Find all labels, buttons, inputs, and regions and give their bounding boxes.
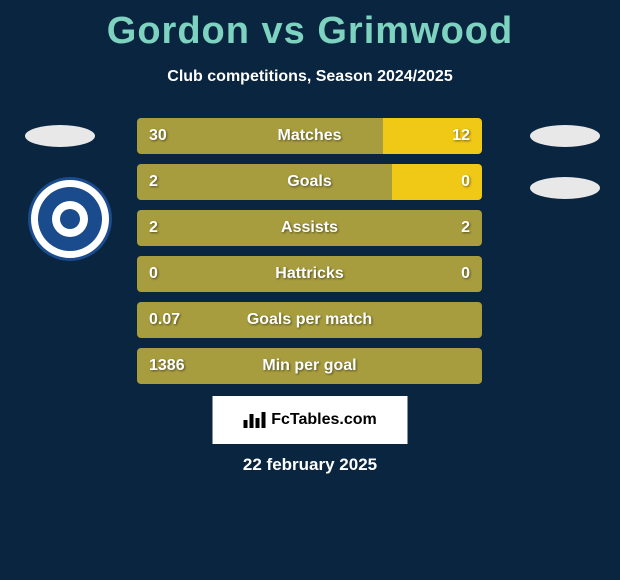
stat-label: Assists bbox=[281, 219, 338, 237]
player-badge-right bbox=[530, 125, 600, 147]
stat-label: Matches bbox=[277, 127, 341, 145]
club-badge bbox=[28, 177, 112, 261]
stat-row: 2 Goals 0 bbox=[137, 164, 482, 200]
stat-value-right: 0 bbox=[461, 265, 470, 283]
chart-icon bbox=[243, 412, 265, 428]
stat-label: Goals per match bbox=[247, 311, 372, 329]
stat-label: Goals bbox=[287, 173, 331, 191]
stat-row: 0 Hattricks 0 bbox=[137, 256, 482, 292]
page-title: Gordon vs Grimwood bbox=[0, 0, 620, 53]
stat-value-right: 2 bbox=[461, 219, 470, 237]
player-badge-right-2 bbox=[530, 177, 600, 199]
stat-value-left: 0.07 bbox=[149, 311, 180, 329]
stat-value-left: 2 bbox=[149, 219, 158, 237]
player-badge-left bbox=[25, 125, 95, 147]
stat-row: 30 Matches 12 bbox=[137, 118, 482, 154]
stat-bar-left bbox=[137, 118, 383, 154]
stat-row: 0.07 Goals per match bbox=[137, 302, 482, 338]
subtitle: Club competitions, Season 2024/2025 bbox=[0, 68, 620, 86]
stat-value-left: 2 bbox=[149, 173, 158, 191]
fctables-label: FcTables.com bbox=[271, 411, 377, 429]
stat-value-left: 30 bbox=[149, 127, 167, 145]
stat-label: Hattricks bbox=[275, 265, 343, 283]
stat-label: Min per goal bbox=[262, 357, 356, 375]
stat-value-right: 0 bbox=[461, 173, 470, 191]
stat-row: 2 Assists 2 bbox=[137, 210, 482, 246]
stat-value-right: 12 bbox=[452, 127, 470, 145]
date-text: 22 february 2025 bbox=[243, 455, 377, 475]
fctables-badge[interactable]: FcTables.com bbox=[213, 396, 408, 444]
stat-value-left: 1386 bbox=[149, 357, 185, 375]
stat-value-left: 0 bbox=[149, 265, 158, 283]
stats-container: 30 Matches 12 2 Goals 0 2 Assists 2 0 Hattricks 0 0.… bbox=[137, 118, 482, 394]
stat-bar-left bbox=[137, 164, 392, 200]
stat-row: 1386 Min per goal bbox=[137, 348, 482, 384]
